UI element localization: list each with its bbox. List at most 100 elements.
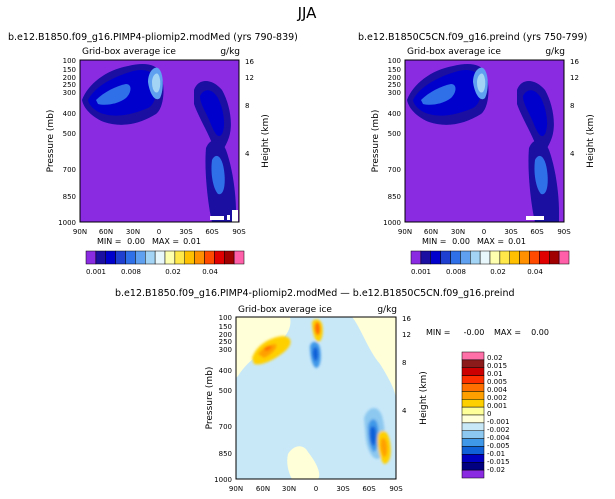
- colorbar-swatch: [184, 250, 195, 265]
- colorbar-swatch: [233, 250, 245, 265]
- rtick-label: 16: [570, 58, 579, 66]
- rtick-label: 16: [402, 315, 411, 323]
- colorbar-label: 0.002: [487, 394, 507, 402]
- colorbar-label: 0.04: [202, 268, 218, 276]
- panel-c-colorbar: [461, 351, 485, 479]
- figure-title: JJA: [297, 4, 318, 22]
- colorbar-label: 0.04: [527, 268, 543, 276]
- rtick-label: 4: [245, 150, 250, 158]
- panel-a-contour-sh-inner: [200, 90, 225, 137]
- stat-max-label: MAX =: [494, 328, 521, 337]
- panel-b-colorbar: [410, 250, 570, 265]
- panel-a-units: g/kg: [220, 47, 240, 57]
- ytick-label: 700: [388, 166, 401, 174]
- colorbar-label: -0.005: [487, 442, 510, 450]
- colorbar-swatch: [440, 250, 451, 265]
- panel-c-xticks: 90N 60N 30N 0 30S 60S 90S: [229, 485, 403, 493]
- ytick-label: 850: [63, 193, 76, 201]
- colorbar-swatch: [410, 250, 422, 265]
- colorbar-swatch: [194, 250, 205, 265]
- ytick-label: 250: [219, 338, 232, 346]
- xtick-label: 60S: [530, 228, 544, 236]
- colorbar-label: 0: [487, 410, 491, 418]
- colorbar-label: 0.004: [487, 386, 508, 394]
- colorbar-swatch: [460, 250, 471, 265]
- panel-c-positive-lower: [287, 446, 320, 479]
- colorbar-swatch: [125, 250, 136, 265]
- colorbar-swatch: [461, 391, 485, 400]
- xtick-label: 60N: [256, 485, 270, 493]
- panel-b-colorbar-labels: 0.001 0.008 0.02 0.04: [411, 268, 543, 276]
- colorbar-swatch: [461, 454, 485, 463]
- ytick-label: 150: [388, 66, 401, 74]
- panel-c-positive-upper-right: [236, 317, 396, 400]
- xtick-label: 30N: [126, 228, 140, 236]
- stat-max-value: 0.01: [508, 237, 526, 246]
- panel-c-colorbar-labels: 0.02 0.015 0.01 0.005 0.004 0.002 0.001 …: [487, 354, 510, 474]
- colorbar-swatch: [174, 250, 186, 265]
- rtick-label: 12: [402, 331, 411, 339]
- colorbar-label: 0.008: [446, 268, 466, 276]
- panel-c-units: g/kg: [377, 305, 397, 315]
- colorbar-swatch: [499, 250, 511, 265]
- panel-a-antarctica: [232, 210, 238, 222]
- stat-max-value: 0.00: [531, 328, 549, 337]
- ytick-label: 100: [219, 314, 232, 322]
- rtick-label: 8: [245, 102, 249, 110]
- xtick-label: 90N: [73, 228, 87, 236]
- colorbar-swatch: [135, 250, 146, 265]
- ytick-label: 200: [63, 74, 76, 82]
- panel-a-rticks: 16 12 8 4: [245, 58, 254, 158]
- panel-c-frame: [235, 316, 397, 480]
- ytick-label: 1000: [214, 476, 232, 484]
- stat-min-value: -0.00: [464, 328, 485, 337]
- panel-a-frame: [79, 59, 240, 223]
- colorbar-swatch: [430, 250, 441, 265]
- panel-a-subtitle: Grid-box average ice: [82, 47, 176, 57]
- ytick-label: 400: [63, 110, 76, 118]
- xtick-label: 0: [157, 228, 161, 236]
- panel-a-contour-nh: [96, 84, 131, 105]
- colorbar-label: 0.001: [86, 268, 106, 276]
- colorbar-swatch: [224, 250, 235, 265]
- ytick-label: 300: [219, 346, 232, 354]
- stat-max-label: MAX =: [477, 237, 504, 246]
- panel-c-subtitle: Grid-box average ice: [238, 305, 332, 315]
- panel-c-eq-positive-core: [314, 322, 321, 336]
- colorbar-swatch: [461, 438, 485, 447]
- colorbar-swatch: [461, 375, 485, 384]
- xtick-label: 30N: [282, 485, 296, 493]
- xtick-label: 90S: [389, 485, 403, 493]
- xtick-label: 60S: [362, 485, 376, 493]
- colorbar-swatch: [539, 250, 550, 265]
- panel-b-frame: [404, 59, 565, 223]
- ytick-label: 500: [219, 387, 232, 395]
- colorbar-label: 0.015: [487, 362, 507, 370]
- panel-a-ylabel: Pressure (mb): [46, 110, 56, 173]
- stat-min-value: 0.00: [127, 237, 145, 246]
- panel-c-nh-positive-core: [258, 344, 277, 358]
- rtick-label: 4: [402, 407, 407, 415]
- rtick-label: 12: [570, 74, 579, 82]
- panel-b-xticks: 90N 60N 30N 0 30S 60S 90S: [398, 228, 571, 236]
- panel-c-ylabel: Pressure (mb): [205, 367, 215, 430]
- colorbar-swatch: [461, 367, 485, 376]
- colorbar-swatch: [558, 250, 570, 265]
- panel-c-nh-positive-peak: [264, 345, 272, 351]
- ytick-label: 100: [388, 57, 401, 65]
- xtick-label: 0: [314, 485, 318, 493]
- xtick-label: 60S: [205, 228, 219, 236]
- ytick-label: 500: [388, 130, 401, 138]
- panel-b-ylabel-right: Height (km): [586, 114, 596, 168]
- ytick-label: 700: [63, 166, 76, 174]
- xtick-label: 30N: [451, 228, 465, 236]
- stat-max-label: MAX =: [152, 237, 179, 246]
- xtick-label: 30S: [504, 228, 518, 236]
- rtick-label: 8: [402, 359, 406, 367]
- colorbar-swatch: [85, 250, 97, 265]
- colorbar-label: -0.004: [487, 434, 510, 442]
- colorbar-swatch: [549, 250, 560, 265]
- colorbar-label: 0.008: [121, 268, 141, 276]
- panel-b-contour-core: [477, 73, 486, 93]
- colorbar-label: 0.01: [487, 370, 503, 378]
